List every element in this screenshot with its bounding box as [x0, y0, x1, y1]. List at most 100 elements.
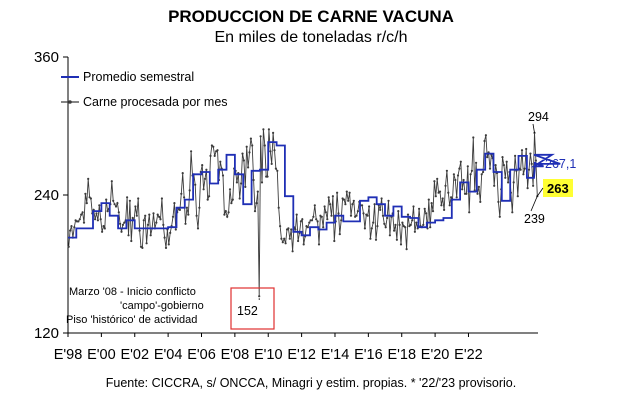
monthly-point [134, 205, 137, 208]
x-tick-label: E'98 [54, 347, 83, 363]
monthly-point [415, 221, 418, 224]
monthly-point [242, 159, 245, 162]
monthly-point [103, 227, 106, 230]
monthly-point [472, 136, 475, 139]
monthly-point [230, 202, 233, 205]
x-tick-label: E'08 [221, 347, 250, 363]
monthly-point [431, 210, 435, 213]
monthly-point [393, 229, 396, 232]
monthly-point [512, 181, 515, 184]
monthly-point [98, 204, 101, 207]
last-min-label: 239 [524, 212, 545, 226]
monthly-point [308, 221, 311, 224]
monthly-point [497, 200, 500, 203]
chart-subtitle: En miles de toneladas r/c/h [214, 29, 408, 46]
monthly-point [114, 205, 118, 208]
monthly-point [349, 214, 353, 217]
monthly-point [347, 199, 350, 202]
monthly-point [301, 218, 304, 221]
monthly-point [356, 210, 359, 213]
legend-semestral-label: Promedio semestral [83, 70, 194, 84]
x-tick-label: E'16 [354, 347, 383, 363]
monthly-point [383, 222, 386, 225]
min-label-box [230, 287, 275, 330]
monthly-point [326, 218, 329, 221]
monthly-point [160, 197, 163, 200]
monthly-point [244, 185, 247, 188]
monthly-point [483, 139, 486, 143]
monthly-point [284, 242, 287, 245]
monthly-point [283, 237, 286, 240]
monthly-point [294, 228, 297, 231]
monthly-point [370, 227, 373, 230]
monthly-point [167, 243, 170, 246]
monthly-point [287, 227, 290, 230]
monthly-point [333, 239, 336, 243]
monthly-point [203, 177, 207, 180]
monthly-point [142, 219, 145, 222]
monthly-point [475, 161, 478, 164]
monthly-point [530, 162, 533, 165]
monthly-point [386, 216, 389, 220]
monthly-point [194, 183, 197, 186]
monthly-point [368, 205, 371, 208]
monthly-point [141, 246, 144, 249]
monthly-point [327, 196, 330, 199]
x-tick-label: E'20 [421, 347, 450, 363]
monthly-point [338, 233, 341, 236]
monthly-point [87, 177, 90, 180]
annotations: Marzo '08 - Inicio conflicto 'campo'-gob… [66, 110, 576, 330]
monthly-point [380, 197, 383, 200]
monthly-point [329, 203, 332, 206]
monthly-point [323, 205, 326, 208]
monthly-point [112, 199, 115, 202]
monthly-point [310, 219, 314, 222]
monthly-point [206, 198, 209, 201]
monthly-point [152, 212, 155, 215]
monthly-point [479, 200, 482, 203]
monthly-point [322, 226, 325, 229]
monthly-point [280, 237, 283, 240]
monthly-point [351, 203, 354, 206]
chart-title: PRODUCCION DE CARNE VACUNA [168, 7, 454, 26]
monthly-point [227, 211, 230, 214]
note-line-3: Piso 'histórico' de actividad [66, 314, 197, 326]
monthly-point [315, 218, 318, 221]
monthly-point [502, 164, 505, 167]
monthly-point [399, 243, 403, 246]
monthly-point [316, 220, 319, 223]
monthly-point [208, 195, 211, 198]
monthly-point [372, 221, 375, 224]
monthly-point [465, 192, 468, 195]
monthly-point [412, 205, 415, 208]
monthly-point [223, 213, 226, 216]
monthly-point [355, 214, 358, 217]
monthly-point [507, 181, 510, 184]
monthly-point [169, 231, 172, 234]
monthly-point [470, 169, 473, 172]
monthly-point [180, 192, 183, 195]
monthly-point [374, 238, 378, 241]
monthly-point [70, 225, 73, 228]
monthly-point [196, 227, 200, 230]
y-tick-label: 120 [34, 325, 59, 342]
monthly-point [366, 214, 369, 217]
monthly-point [379, 208, 382, 211]
monthly-point [209, 154, 212, 157]
x-tick-label: E'10 [254, 347, 283, 363]
monthly-point [397, 210, 400, 213]
monthly-point [342, 198, 346, 201]
monthly-point [454, 178, 457, 182]
monthly-point [245, 145, 248, 148]
monthly-point [181, 172, 184, 175]
x-tick-label: E'18 [387, 347, 416, 363]
monthly-point [404, 226, 407, 229]
monthly-point [447, 191, 450, 194]
monthly-point [255, 202, 258, 205]
monthly-point [290, 228, 293, 231]
monthly-point [228, 188, 232, 191]
monthly-point [411, 219, 414, 222]
last-value-label: 263 [547, 181, 569, 196]
